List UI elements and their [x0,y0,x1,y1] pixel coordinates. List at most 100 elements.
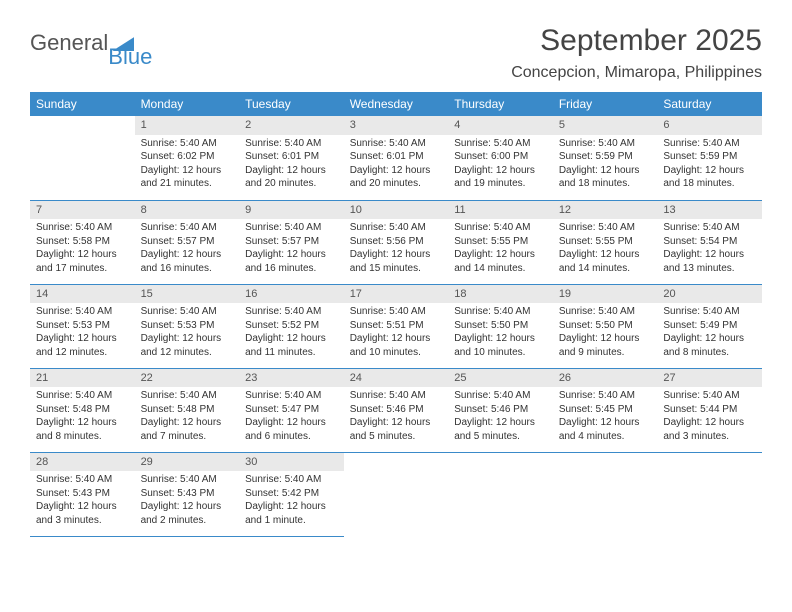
sunset-text: Sunset: 5:45 PM [559,403,652,417]
calendar-cell [30,116,135,200]
daylight-text: Daylight: 12 hours and 8 minutes. [36,416,129,443]
calendar-week-row: 7Sunrise: 5:40 AMSunset: 5:58 PMDaylight… [30,200,762,284]
sunset-text: Sunset: 5:47 PM [245,403,338,417]
sunset-text: Sunset: 5:51 PM [350,319,443,333]
day-body: Sunrise: 5:40 AMSunset: 5:44 PMDaylight:… [657,387,762,447]
calendar-cell: 22Sunrise: 5:40 AMSunset: 5:48 PMDayligh… [135,368,240,452]
sunset-text: Sunset: 5:57 PM [245,235,338,249]
calendar-cell: 17Sunrise: 5:40 AMSunset: 5:51 PMDayligh… [344,284,449,368]
day-body: Sunrise: 5:40 AMSunset: 5:51 PMDaylight:… [344,303,449,363]
daylight-text: Daylight: 12 hours and 3 minutes. [36,500,129,527]
calendar-cell: 16Sunrise: 5:40 AMSunset: 5:52 PMDayligh… [239,284,344,368]
calendar-table: Sunday Monday Tuesday Wednesday Thursday… [30,92,762,537]
sunrise-text: Sunrise: 5:40 AM [245,473,338,487]
day-body: Sunrise: 5:40 AMSunset: 5:59 PMDaylight:… [657,135,762,195]
calendar-cell: 1Sunrise: 5:40 AMSunset: 6:02 PMDaylight… [135,116,240,200]
daylight-text: Daylight: 12 hours and 13 minutes. [663,248,756,275]
daylight-text: Daylight: 12 hours and 9 minutes. [559,332,652,359]
sunrise-text: Sunrise: 5:40 AM [663,389,756,403]
calendar-cell [448,452,553,536]
weekday-monday: Monday [135,92,240,116]
daylight-text: Daylight: 12 hours and 10 minutes. [350,332,443,359]
day-body: Sunrise: 5:40 AMSunset: 6:00 PMDaylight:… [448,135,553,195]
day-body: Sunrise: 5:40 AMSunset: 5:55 PMDaylight:… [553,219,658,279]
sunrise-text: Sunrise: 5:40 AM [559,389,652,403]
day-body: Sunrise: 5:40 AMSunset: 5:42 PMDaylight:… [239,471,344,531]
day-number: 16 [239,285,344,304]
sunrise-text: Sunrise: 5:40 AM [559,221,652,235]
day-number: 27 [657,369,762,388]
calendar-cell: 12Sunrise: 5:40 AMSunset: 5:55 PMDayligh… [553,200,658,284]
calendar-body: 1 Sunrise: 5:40 AM Sunset: 6:02 PM Daylight… [30,116,762,536]
weekday-sunday: Sunday [30,92,135,116]
calendar-cell: 25Sunrise: 5:40 AMSunset: 5:46 PMDayligh… [448,368,553,452]
calendar-cell: 8Sunrise: 5:40 AMSunset: 5:57 PMDaylight… [135,200,240,284]
day-number: 15 [135,285,240,304]
day-number: 1 [135,116,240,135]
sunset-text: Sunset: 6:02 PM [141,150,234,164]
sunset-text: Sunset: 5:52 PM [245,319,338,333]
sunrise-text: Sunrise: 5:40 AM [350,389,443,403]
sunrise-text: Sunrise: 5:40 AM [36,473,129,487]
day-body: Sunrise: 5:40 AMSunset: 5:56 PMDaylight:… [344,219,449,279]
daylight-text: Daylight: 12 hours and 19 minutes. [454,164,547,191]
day-number: 17 [344,285,449,304]
daylight-text: Daylight: 12 hours and 6 minutes. [245,416,338,443]
day-body: Sunrise: 5:40 AMSunset: 6:01 PMDaylight:… [344,135,449,195]
sunrise-text: Sunrise: 5:40 AM [454,305,547,319]
daylight-text: Daylight: 12 hours and 18 minutes. [663,164,756,191]
sunset-text: Sunset: 5:53 PM [141,319,234,333]
calendar-cell: 11Sunrise: 5:40 AMSunset: 5:55 PMDayligh… [448,200,553,284]
sunrise-text: Sunrise: 5:40 AM [141,221,234,235]
sunset-text: Sunset: 5:55 PM [559,235,652,249]
daylight-text: Daylight: 12 hours and 1 minute. [245,500,338,527]
weekday-wednesday: Wednesday [344,92,449,116]
calendar-cell: 24Sunrise: 5:40 AMSunset: 5:46 PMDayligh… [344,368,449,452]
day-body: Sunrise: 5:40 AMSunset: 5:50 PMDaylight:… [553,303,658,363]
calendar-cell: 2Sunrise: 5:40 AMSunset: 6:01 PMDaylight… [239,116,344,200]
calendar-cell: 26Sunrise: 5:40 AMSunset: 5:45 PMDayligh… [553,368,658,452]
calendar-cell: 28Sunrise: 5:40 AMSunset: 5:43 PMDayligh… [30,452,135,536]
day-number: 22 [135,369,240,388]
sunset-text: Sunset: 5:44 PM [663,403,756,417]
day-body: Sunrise: 5:40 AMSunset: 5:57 PMDaylight:… [135,219,240,279]
calendar-week-row: 28Sunrise: 5:40 AMSunset: 5:43 PMDayligh… [30,452,762,536]
daylight-text: Daylight: 12 hours and 3 minutes. [663,416,756,443]
calendar-cell: 27Sunrise: 5:40 AMSunset: 5:44 PMDayligh… [657,368,762,452]
calendar-cell: 30Sunrise: 5:40 AMSunset: 5:42 PMDayligh… [239,452,344,536]
calendar-cell [657,452,762,536]
calendar-page: General Blue September 2025 Concepcion, … [0,0,792,612]
daylight-text: Daylight: 12 hours and 14 minutes. [559,248,652,275]
day-number: 25 [448,369,553,388]
weekday-tuesday: Tuesday [239,92,344,116]
calendar-cell: 29Sunrise: 5:40 AMSunset: 5:43 PMDayligh… [135,452,240,536]
day-body: Sunrise: 5:40 AMSunset: 5:47 PMDaylight:… [239,387,344,447]
calendar-cell: 4Sunrise: 5:40 AMSunset: 6:00 PMDaylight… [448,116,553,200]
day-number: 9 [239,201,344,220]
calendar-cell [553,452,658,536]
calendar-cell: 13Sunrise: 5:40 AMSunset: 5:54 PMDayligh… [657,200,762,284]
day-number: 28 [30,453,135,472]
sunrise-text: Sunrise: 5:40 AM [245,389,338,403]
sunset-text: Sunset: 6:01 PM [350,150,443,164]
day-body: Sunrise: 5:40 AMSunset: 5:45 PMDaylight:… [553,387,658,447]
sunrise-text: Sunrise: 5:40 AM [559,137,652,151]
sunset-text: Sunset: 6:00 PM [454,150,547,164]
day-body: Sunrise: 5:40 AMSunset: 5:58 PMDaylight:… [30,219,135,279]
logo-text-blue: Blue [108,44,152,70]
sunrise-text: Sunrise: 5:40 AM [663,137,756,151]
day-body: Sunrise: 5:40 AMSunset: 5:46 PMDaylight:… [344,387,449,447]
weekday-saturday: Saturday [657,92,762,116]
daylight-text: Daylight: 12 hours and 11 minutes. [245,332,338,359]
day-number: 7 [30,201,135,220]
sunset-text: Sunset: 5:56 PM [350,235,443,249]
sunset-text: Sunset: 5:49 PM [663,319,756,333]
day-number: 10 [344,201,449,220]
day-number: 3 [344,116,449,135]
header: General Blue September 2025 Concepcion, … [30,24,762,82]
sunset-text: Sunset: 5:48 PM [141,403,234,417]
sunrise-text: Sunrise: 5:40 AM [663,221,756,235]
daylight-text: Daylight: 12 hours and 8 minutes. [663,332,756,359]
weekday-friday: Friday [553,92,658,116]
title-block: September 2025 Concepcion, Mimaropa, Phi… [511,24,762,82]
